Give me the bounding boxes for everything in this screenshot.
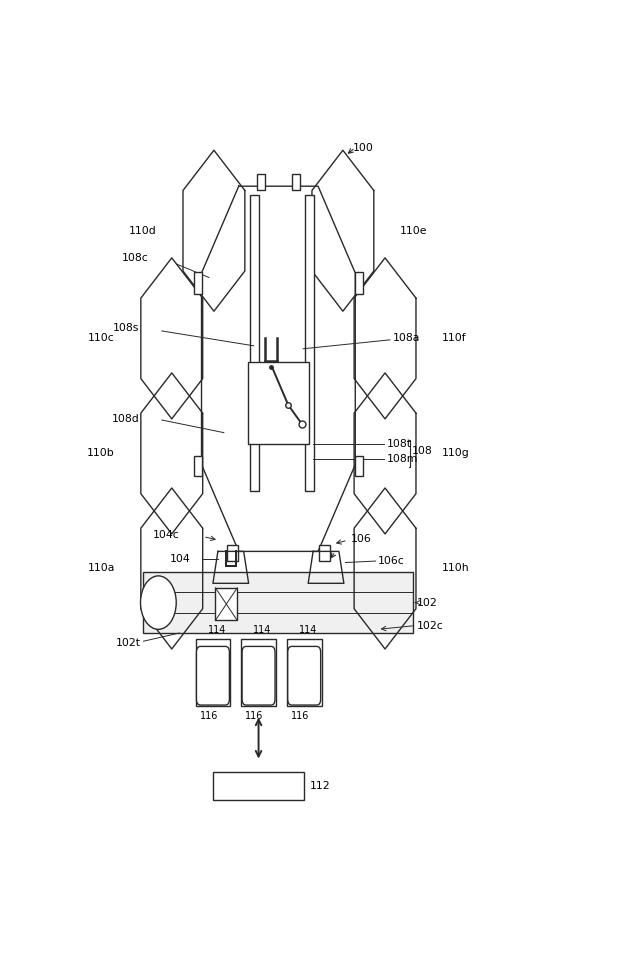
Text: 116: 116 [291,711,309,721]
Bar [257,174,264,190]
Text: 108d: 108d [112,414,140,423]
Text: 110b: 110b [87,448,115,459]
Text: 116: 116 [200,711,218,721]
FancyBboxPatch shape [196,647,229,705]
Text: 110c: 110c [88,334,115,343]
Text: 100: 100 [352,143,373,153]
Circle shape [141,576,176,629]
Text: 114: 114 [253,626,272,635]
Bar [193,272,202,294]
Text: 108s: 108s [113,323,140,333]
Text: 110h: 110h [442,564,470,574]
Text: 108c: 108c [122,254,148,263]
Bar [287,639,321,706]
Bar [248,362,309,443]
Text: 110g: 110g [442,448,470,459]
Bar [193,456,202,475]
Text: 106c: 106c [378,556,404,566]
Text: 102t: 102t [115,638,141,648]
FancyBboxPatch shape [288,647,321,705]
Text: 110f: 110f [442,334,467,343]
Text: 110a: 110a [87,564,115,574]
Text: 114: 114 [299,626,317,635]
Bar [196,639,230,706]
Bar [292,174,300,190]
Bar [227,545,237,561]
Text: 104c: 104c [152,530,179,540]
Bar [213,772,304,800]
Text: 110d: 110d [129,226,157,236]
Text: 104: 104 [170,554,190,564]
Text: 114: 114 [208,626,226,635]
Bar [216,588,237,621]
Text: 108t: 108t [387,439,412,449]
Bar [319,545,330,561]
Text: 102: 102 [417,598,438,607]
Bar [355,456,364,475]
Bar [355,272,364,294]
Text: 110e: 110e [400,226,428,236]
Bar [305,195,314,491]
Text: 112: 112 [310,781,331,790]
Text: 106: 106 [350,534,371,544]
Bar [241,639,276,706]
Text: 108a: 108a [392,334,420,343]
Text: 116: 116 [245,711,264,721]
Text: 108m: 108m [387,454,418,464]
Bar [143,573,413,633]
Text: 102c: 102c [417,622,444,631]
Bar [250,195,259,491]
Text: 108: 108 [412,446,432,456]
FancyBboxPatch shape [242,647,275,705]
